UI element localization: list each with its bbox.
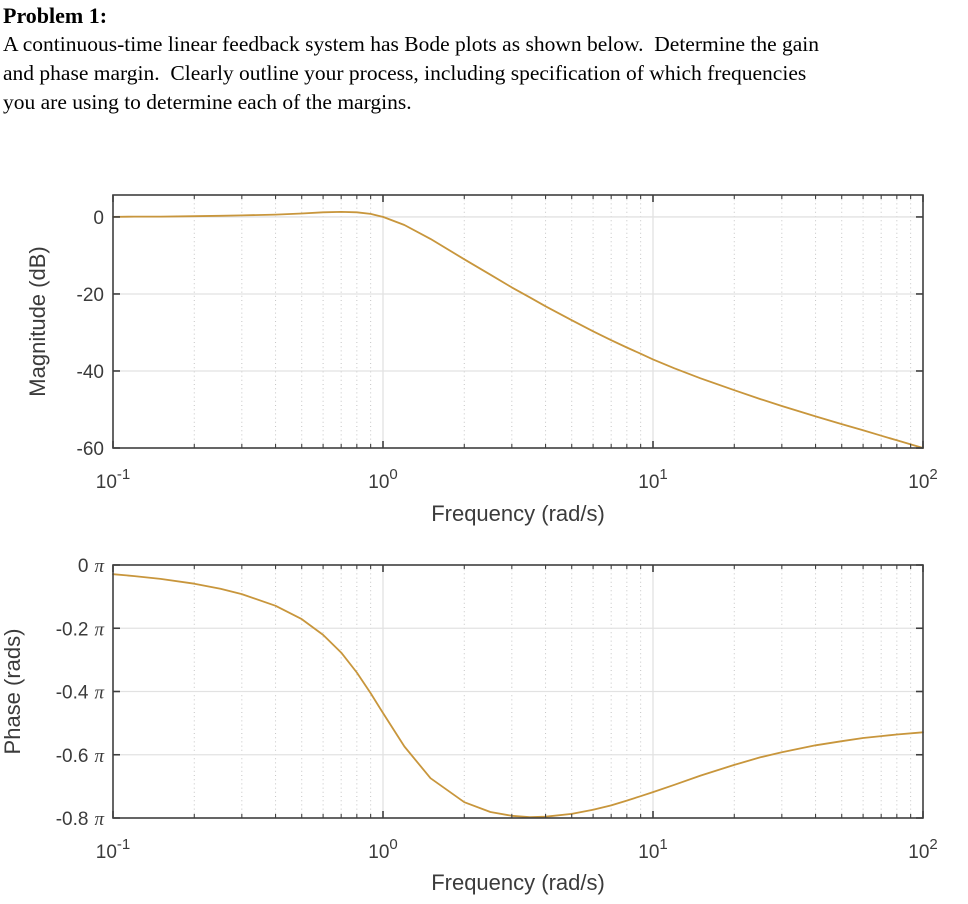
x-tick-label: 100: [368, 836, 397, 863]
x-axis-label: Frequency (rad/s): [431, 501, 605, 526]
x-tick-label: 10-1: [96, 466, 130, 493]
problem-text-line: you are using to determine each of the m…: [3, 90, 412, 114]
x-tick-label: 100: [368, 466, 397, 493]
magnitude-bode-plot: 10-1 100 101 102 0 -20 -40 -60 Frequency (rad/s)…: [25, 194, 938, 526]
problem-text-line: and phase margin. Clearly outline your p…: [3, 61, 807, 85]
plot-background: [113, 195, 923, 448]
x-tick-label: 101: [638, 836, 667, 863]
bode-curve: [112, 211, 924, 449]
y-tick-label: -0.8 π: [56, 809, 105, 830]
y-tick-label: -0.2 π: [56, 619, 105, 640]
bode-curve: [112, 573, 924, 818]
y-tick-label: 0: [93, 208, 104, 229]
y-axis-label: Phase (rads): [0, 629, 25, 755]
axes-box: [112, 194, 924, 449]
y-tick-label: -0.6 π: [56, 746, 105, 767]
y-tick-label: -20: [77, 285, 104, 306]
problem-title: Problem 1:: [3, 3, 108, 28]
phase-bode-plot: 10-1 100 101 102 0 π -0.2 π -0.4 π -0.6 π -0.8 π Frequ…: [0, 556, 938, 895]
x-tick-label: 102: [908, 836, 937, 863]
y-tick-label: -0.4 π: [56, 683, 105, 704]
problem-header: Problem 1: A continuous-time linear feed…: [3, 2, 966, 117]
x-axis-label: Frequency (rad/s): [431, 870, 605, 895]
y-tick-label: -60: [77, 439, 104, 460]
y-tick-label: -40: [77, 362, 104, 383]
x-tick-label: 101: [638, 466, 667, 493]
x-tick-label: 10-1: [96, 836, 130, 863]
y-axis-label: Magnitude (dB): [25, 246, 50, 396]
x-tick-label: 102: [908, 466, 937, 493]
problem-text-line: A continuous-time linear feedback system…: [3, 32, 820, 56]
